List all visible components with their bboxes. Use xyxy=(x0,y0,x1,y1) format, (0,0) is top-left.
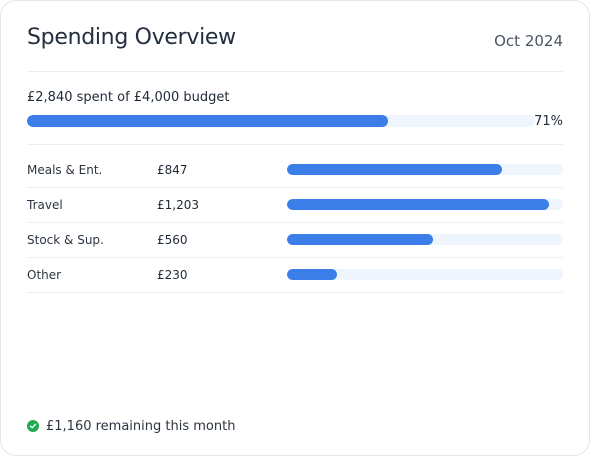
category-name: Stock & Sup. xyxy=(27,233,104,247)
remaining-text: £1,160 remaining this month xyxy=(46,418,236,434)
budget-progress-track xyxy=(27,115,535,127)
budget-summary: £2,840 spent of £4,000 budget xyxy=(27,90,230,105)
category-row: Other £230 xyxy=(27,258,563,293)
category-progress-fill xyxy=(287,199,550,210)
category-row: Meals & Ent. £847 xyxy=(27,153,563,188)
category-name: Other xyxy=(27,268,62,282)
category-row: Travel £1,203 xyxy=(27,188,563,223)
period-label: Oct 2024 xyxy=(494,32,563,50)
category-progress-track xyxy=(287,164,563,175)
card-title: Spending Overview xyxy=(27,25,236,50)
category-progress-track xyxy=(287,199,563,210)
card-header: Spending Overview Oct 2024 xyxy=(27,23,563,72)
category-amount: £847 xyxy=(157,163,188,177)
category-progress-fill xyxy=(287,269,337,280)
budget-progress-fill xyxy=(27,115,388,127)
category-progress-track xyxy=(287,269,563,280)
category-progress-fill xyxy=(287,234,434,245)
remaining-footer: £1,160 remaining this month xyxy=(27,417,235,435)
divider xyxy=(27,144,563,145)
budget-percent: 71% xyxy=(534,114,563,129)
category-row: Stock & Sup. £560 xyxy=(27,223,563,258)
category-progress-track xyxy=(287,234,563,245)
category-list: Meals & Ent. £847 Travel £1,203 Stock & … xyxy=(27,153,563,293)
category-amount: £1,203 xyxy=(157,198,199,212)
category-name: Meals & Ent. xyxy=(27,163,103,177)
category-progress-fill xyxy=(287,164,503,175)
check-circle-icon xyxy=(27,420,39,432)
category-amount: £230 xyxy=(157,268,188,282)
category-name: Travel xyxy=(27,198,63,212)
category-amount: £560 xyxy=(157,233,188,247)
